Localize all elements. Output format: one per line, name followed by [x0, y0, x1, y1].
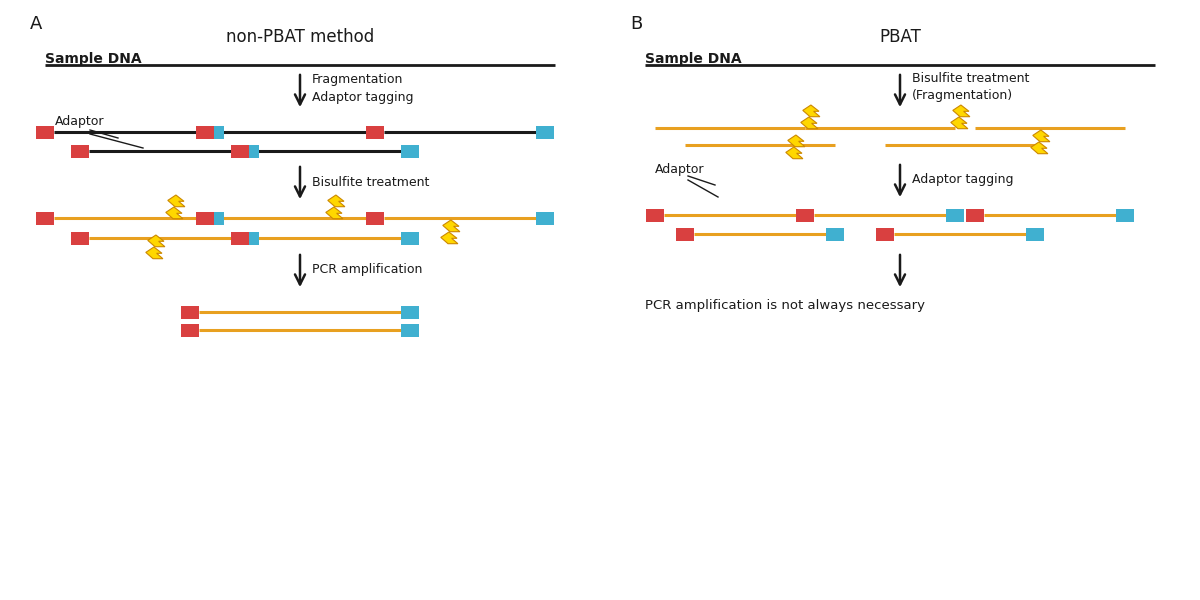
Bar	[401, 232, 419, 245]
Bar	[966, 208, 984, 221]
Bar	[1116, 208, 1134, 221]
Bar	[401, 323, 419, 337]
Polygon shape	[950, 117, 968, 128]
Polygon shape	[166, 207, 182, 218]
Bar	[876, 227, 894, 241]
Text: Sample DNA: Sample DNA	[646, 52, 742, 66]
Polygon shape	[328, 195, 344, 206]
Bar	[646, 208, 664, 221]
Bar	[36, 125, 54, 139]
Bar	[181, 323, 199, 337]
Bar	[241, 232, 259, 245]
Text: PCR amplification: PCR amplification	[312, 263, 422, 277]
Polygon shape	[803, 105, 820, 116]
Bar	[181, 305, 199, 319]
Bar	[366, 125, 384, 139]
Bar	[796, 208, 814, 221]
Bar	[366, 211, 384, 224]
Bar	[401, 145, 419, 157]
Polygon shape	[326, 207, 343, 218]
Bar	[230, 145, 250, 157]
Text: Bisulfite treatment
(Fragmentation): Bisulfite treatment (Fragmentation)	[912, 71, 1030, 103]
Bar	[196, 125, 214, 139]
Bar	[206, 125, 224, 139]
Polygon shape	[146, 247, 163, 259]
Bar	[196, 211, 214, 224]
Text: non-PBAT method: non-PBAT method	[226, 28, 374, 46]
Polygon shape	[787, 135, 805, 146]
Bar	[36, 211, 54, 224]
Polygon shape	[1033, 130, 1050, 142]
Polygon shape	[148, 235, 164, 247]
Bar	[946, 208, 964, 221]
Bar	[536, 125, 554, 139]
Polygon shape	[1031, 142, 1048, 154]
Text: B: B	[630, 15, 642, 33]
Bar	[230, 232, 250, 245]
Bar	[206, 211, 224, 224]
Text: A: A	[30, 15, 42, 33]
Polygon shape	[443, 220, 460, 232]
Bar	[401, 305, 419, 319]
Bar	[366, 125, 384, 139]
Text: Sample DNA: Sample DNA	[46, 52, 142, 66]
Text: Adaptor: Adaptor	[55, 115, 104, 128]
Bar	[71, 145, 89, 157]
Bar	[241, 145, 259, 157]
Text: Fragmentation
Adaptor tagging: Fragmentation Adaptor tagging	[312, 73, 414, 103]
Bar	[366, 211, 384, 224]
Bar	[1026, 227, 1044, 241]
Text: PBAT: PBAT	[880, 28, 920, 46]
Bar	[826, 227, 844, 241]
Polygon shape	[953, 105, 970, 116]
Bar	[796, 208, 814, 221]
Text: Adaptor: Adaptor	[655, 163, 704, 176]
Text: Bisulfite treatment: Bisulfite treatment	[312, 175, 430, 188]
Bar	[71, 232, 89, 245]
Polygon shape	[786, 147, 803, 158]
Bar	[536, 211, 554, 224]
Bar	[676, 227, 694, 241]
Text: Adaptor tagging: Adaptor tagging	[912, 173, 1014, 187]
Polygon shape	[168, 195, 185, 206]
Polygon shape	[800, 117, 818, 128]
Text: PCR amplification is not always necessary: PCR amplification is not always necessar…	[646, 298, 925, 311]
Polygon shape	[440, 232, 458, 244]
